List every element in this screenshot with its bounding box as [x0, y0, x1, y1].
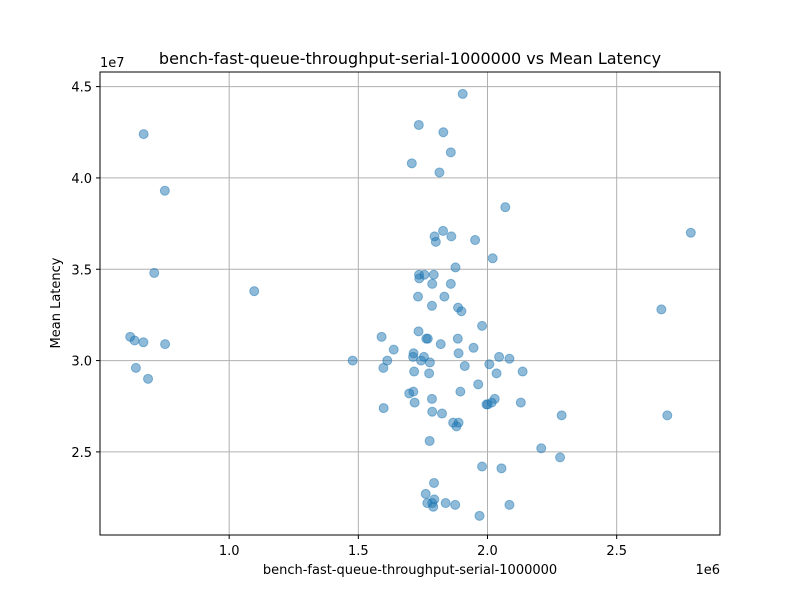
plot-frame [99, 71, 721, 536]
data-point [455, 386, 466, 397]
data-point [414, 273, 425, 284]
data-point [440, 498, 451, 509]
data-point [504, 499, 515, 510]
data-point [427, 278, 438, 289]
data-point [536, 443, 547, 454]
data-point [685, 227, 696, 238]
data-point [159, 185, 170, 196]
data-point [459, 361, 470, 372]
data-point [426, 300, 437, 311]
data-point [438, 127, 449, 138]
data-point [473, 379, 484, 390]
y-axis-label: Mean Latency [49, 257, 64, 348]
data-point [456, 306, 467, 317]
data-point [422, 333, 433, 344]
data-point [477, 461, 488, 472]
data-point [416, 355, 427, 366]
y-tick-label: 3.0 [71, 355, 92, 370]
data-point [409, 397, 420, 408]
data-point [138, 337, 149, 348]
data-point [500, 202, 511, 213]
data-point [406, 158, 417, 169]
x-offset-label: 1e6 [695, 563, 720, 578]
data-point [446, 231, 457, 242]
x-axis-ticks: 1.0 1.5 2.0 2.5 [219, 535, 627, 559]
y-tick-label: 3.5 [71, 263, 92, 278]
data-point [486, 397, 497, 408]
data-point [453, 348, 464, 359]
data-point [452, 333, 463, 344]
data-point [556, 410, 567, 421]
data-point [404, 388, 415, 399]
data-point [130, 362, 141, 373]
data-point [408, 351, 419, 362]
data-point [430, 236, 441, 247]
data-point [437, 408, 448, 419]
data-points [125, 88, 696, 521]
data-point [424, 368, 435, 379]
x-tick-label: 1.5 [348, 544, 369, 559]
data-point [515, 397, 526, 408]
data-point [424, 357, 435, 368]
data-point [413, 291, 424, 302]
x-axis-label: bench-fast-queue-throughput-serial-10000… [263, 563, 557, 578]
data-point [491, 368, 502, 379]
data-point [662, 410, 673, 421]
data-point [474, 510, 485, 521]
data-point [468, 342, 479, 353]
data-point [555, 452, 566, 463]
data-point [656, 304, 667, 315]
x-tick-label: 1.0 [219, 544, 240, 559]
data-point [504, 353, 515, 364]
data-point [138, 129, 149, 140]
y-tick-label: 4.0 [71, 172, 92, 187]
data-point [347, 355, 358, 366]
data-point [378, 403, 389, 414]
chart-title: bench-fast-queue-throughput-serial-10000… [159, 49, 661, 68]
y-tick-label: 4.5 [71, 81, 92, 96]
data-point [457, 88, 468, 99]
y-offset-label: 1e7 [100, 56, 125, 71]
data-point [484, 359, 495, 370]
data-point [487, 253, 498, 264]
data-point [445, 147, 456, 158]
data-point [445, 278, 456, 289]
data-point [413, 119, 424, 130]
data-point [450, 499, 461, 510]
data-point [439, 291, 450, 302]
data-point [477, 320, 488, 331]
data-point [249, 286, 260, 297]
data-point [388, 344, 399, 355]
data-point [424, 435, 435, 446]
data-point [428, 501, 439, 512]
data-point [143, 373, 154, 384]
data-point [409, 366, 420, 377]
data-point [149, 267, 160, 278]
data-point [470, 235, 481, 246]
data-point [450, 262, 461, 273]
data-point [451, 421, 462, 432]
data-point [435, 339, 446, 350]
data-point [129, 335, 140, 346]
data-point [378, 362, 389, 373]
data-point [494, 351, 505, 362]
data-point [426, 393, 437, 404]
y-tick-label: 2.5 [71, 446, 92, 461]
data-point [496, 463, 507, 474]
data-point [438, 225, 449, 236]
data-point [376, 331, 387, 342]
data-point [428, 269, 439, 280]
y-axis-ticks: 2.5 3.0 3.5 4.0 4.5 [71, 81, 100, 461]
x-tick-label: 2.0 [477, 544, 498, 559]
data-point [427, 406, 438, 417]
data-point [517, 366, 528, 377]
data-point [434, 167, 445, 178]
x-tick-label: 2.5 [606, 544, 627, 559]
data-point [420, 488, 431, 499]
data-point [160, 339, 171, 350]
data-point [413, 326, 424, 337]
data-point [429, 477, 440, 488]
